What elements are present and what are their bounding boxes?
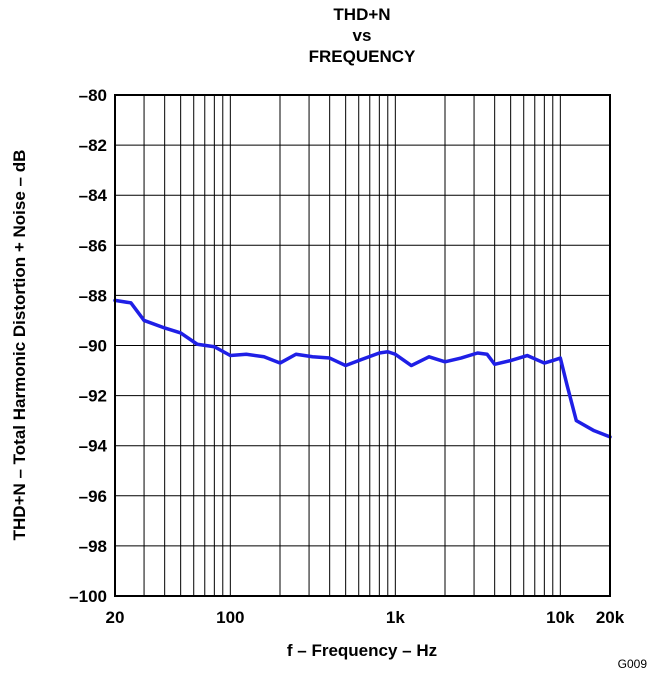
y-tick-labels: –80 –82 –84 –86 –88 –90 –92 –94 –96 –98 –100: [69, 86, 107, 606]
x-tick-label: 10k: [546, 608, 575, 627]
grid-lines: [115, 95, 610, 596]
x-tick-label: 20: [106, 608, 125, 627]
y-tick-label: –88: [79, 286, 107, 305]
x-tick-label: 20k: [596, 608, 625, 627]
x-tick-label: 100: [216, 608, 244, 627]
series-line: [113, 298, 612, 439]
figure-code: G009: [618, 657, 648, 671]
x-tick-label: 1k: [386, 608, 405, 627]
y-axis-label: THD+N – Total Harmonic Distortion + Nois…: [10, 150, 29, 541]
y-tick-label: –94: [79, 437, 108, 456]
chart-title: THD+N vs FREQUENCY: [309, 5, 416, 66]
chart-title-line-3: FREQUENCY: [309, 47, 416, 66]
y-tick-label: –86: [79, 236, 107, 255]
y-tick-label: –100: [69, 587, 107, 606]
chart-title-line-1: THD+N: [333, 5, 390, 24]
y-tick-label: –92: [79, 387, 107, 406]
data-series: [113, 298, 612, 439]
chart-title-line-2: vs: [353, 26, 372, 45]
y-tick-label: –96: [79, 487, 107, 506]
y-tick-label: –90: [79, 337, 107, 356]
y-tick-label: –98: [79, 537, 107, 556]
plot-frame: [114, 94, 611, 597]
x-axis-label: f – Frequency – Hz: [287, 641, 437, 660]
y-tick-label: –80: [79, 86, 107, 105]
x-tick-labels: 20 100 1k 10k 20k: [106, 608, 625, 627]
y-tick-label: –82: [79, 136, 107, 155]
y-tick-label: –84: [79, 186, 108, 205]
